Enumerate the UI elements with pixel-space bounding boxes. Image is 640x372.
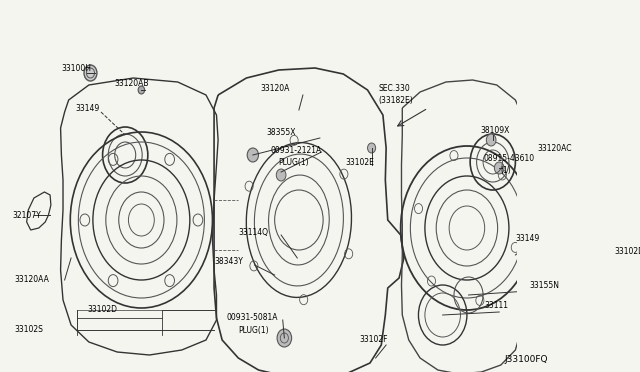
- Text: 33120AA: 33120AA: [15, 276, 49, 285]
- Text: PLUG(1): PLUG(1): [238, 326, 269, 334]
- Text: (33182E): (33182E): [378, 96, 413, 105]
- Text: 33114Q: 33114Q: [238, 228, 268, 237]
- Circle shape: [276, 169, 286, 181]
- Text: 33111: 33111: [484, 301, 509, 310]
- Circle shape: [84, 65, 97, 81]
- Circle shape: [494, 162, 504, 174]
- Text: 33100H: 33100H: [61, 64, 92, 73]
- Text: 33149: 33149: [515, 234, 540, 243]
- Circle shape: [247, 148, 259, 162]
- Circle shape: [367, 143, 376, 153]
- Text: 33120AC: 33120AC: [537, 144, 572, 153]
- Text: 38109X: 38109X: [481, 125, 510, 135]
- Text: (1): (1): [501, 166, 511, 174]
- Text: 33155N: 33155N: [529, 280, 559, 289]
- Text: 33120A: 33120A: [260, 83, 289, 93]
- Text: 33102D: 33102D: [614, 247, 640, 257]
- Text: 00931-2121A: 00931-2121A: [271, 145, 322, 154]
- Text: J33100FQ: J33100FQ: [505, 355, 548, 364]
- Text: 33102D: 33102D: [87, 305, 117, 314]
- Circle shape: [138, 86, 145, 94]
- Text: 32107Y: 32107Y: [12, 211, 41, 219]
- Text: 08915-43610: 08915-43610: [483, 154, 534, 163]
- Text: 33149: 33149: [75, 103, 99, 112]
- Text: 00931-5081A: 00931-5081A: [226, 314, 278, 323]
- Text: 33102E: 33102E: [346, 157, 374, 167]
- Text: 38343Y: 38343Y: [214, 257, 243, 266]
- Text: 33102F: 33102F: [360, 336, 388, 344]
- Text: 38355X: 38355X: [267, 128, 296, 137]
- Text: 33102S: 33102S: [15, 326, 44, 334]
- Text: 33120AB: 33120AB: [115, 78, 149, 87]
- Circle shape: [277, 329, 292, 347]
- Text: PLUG(1): PLUG(1): [278, 157, 309, 167]
- Text: SEC.330: SEC.330: [378, 83, 410, 93]
- Circle shape: [486, 134, 496, 146]
